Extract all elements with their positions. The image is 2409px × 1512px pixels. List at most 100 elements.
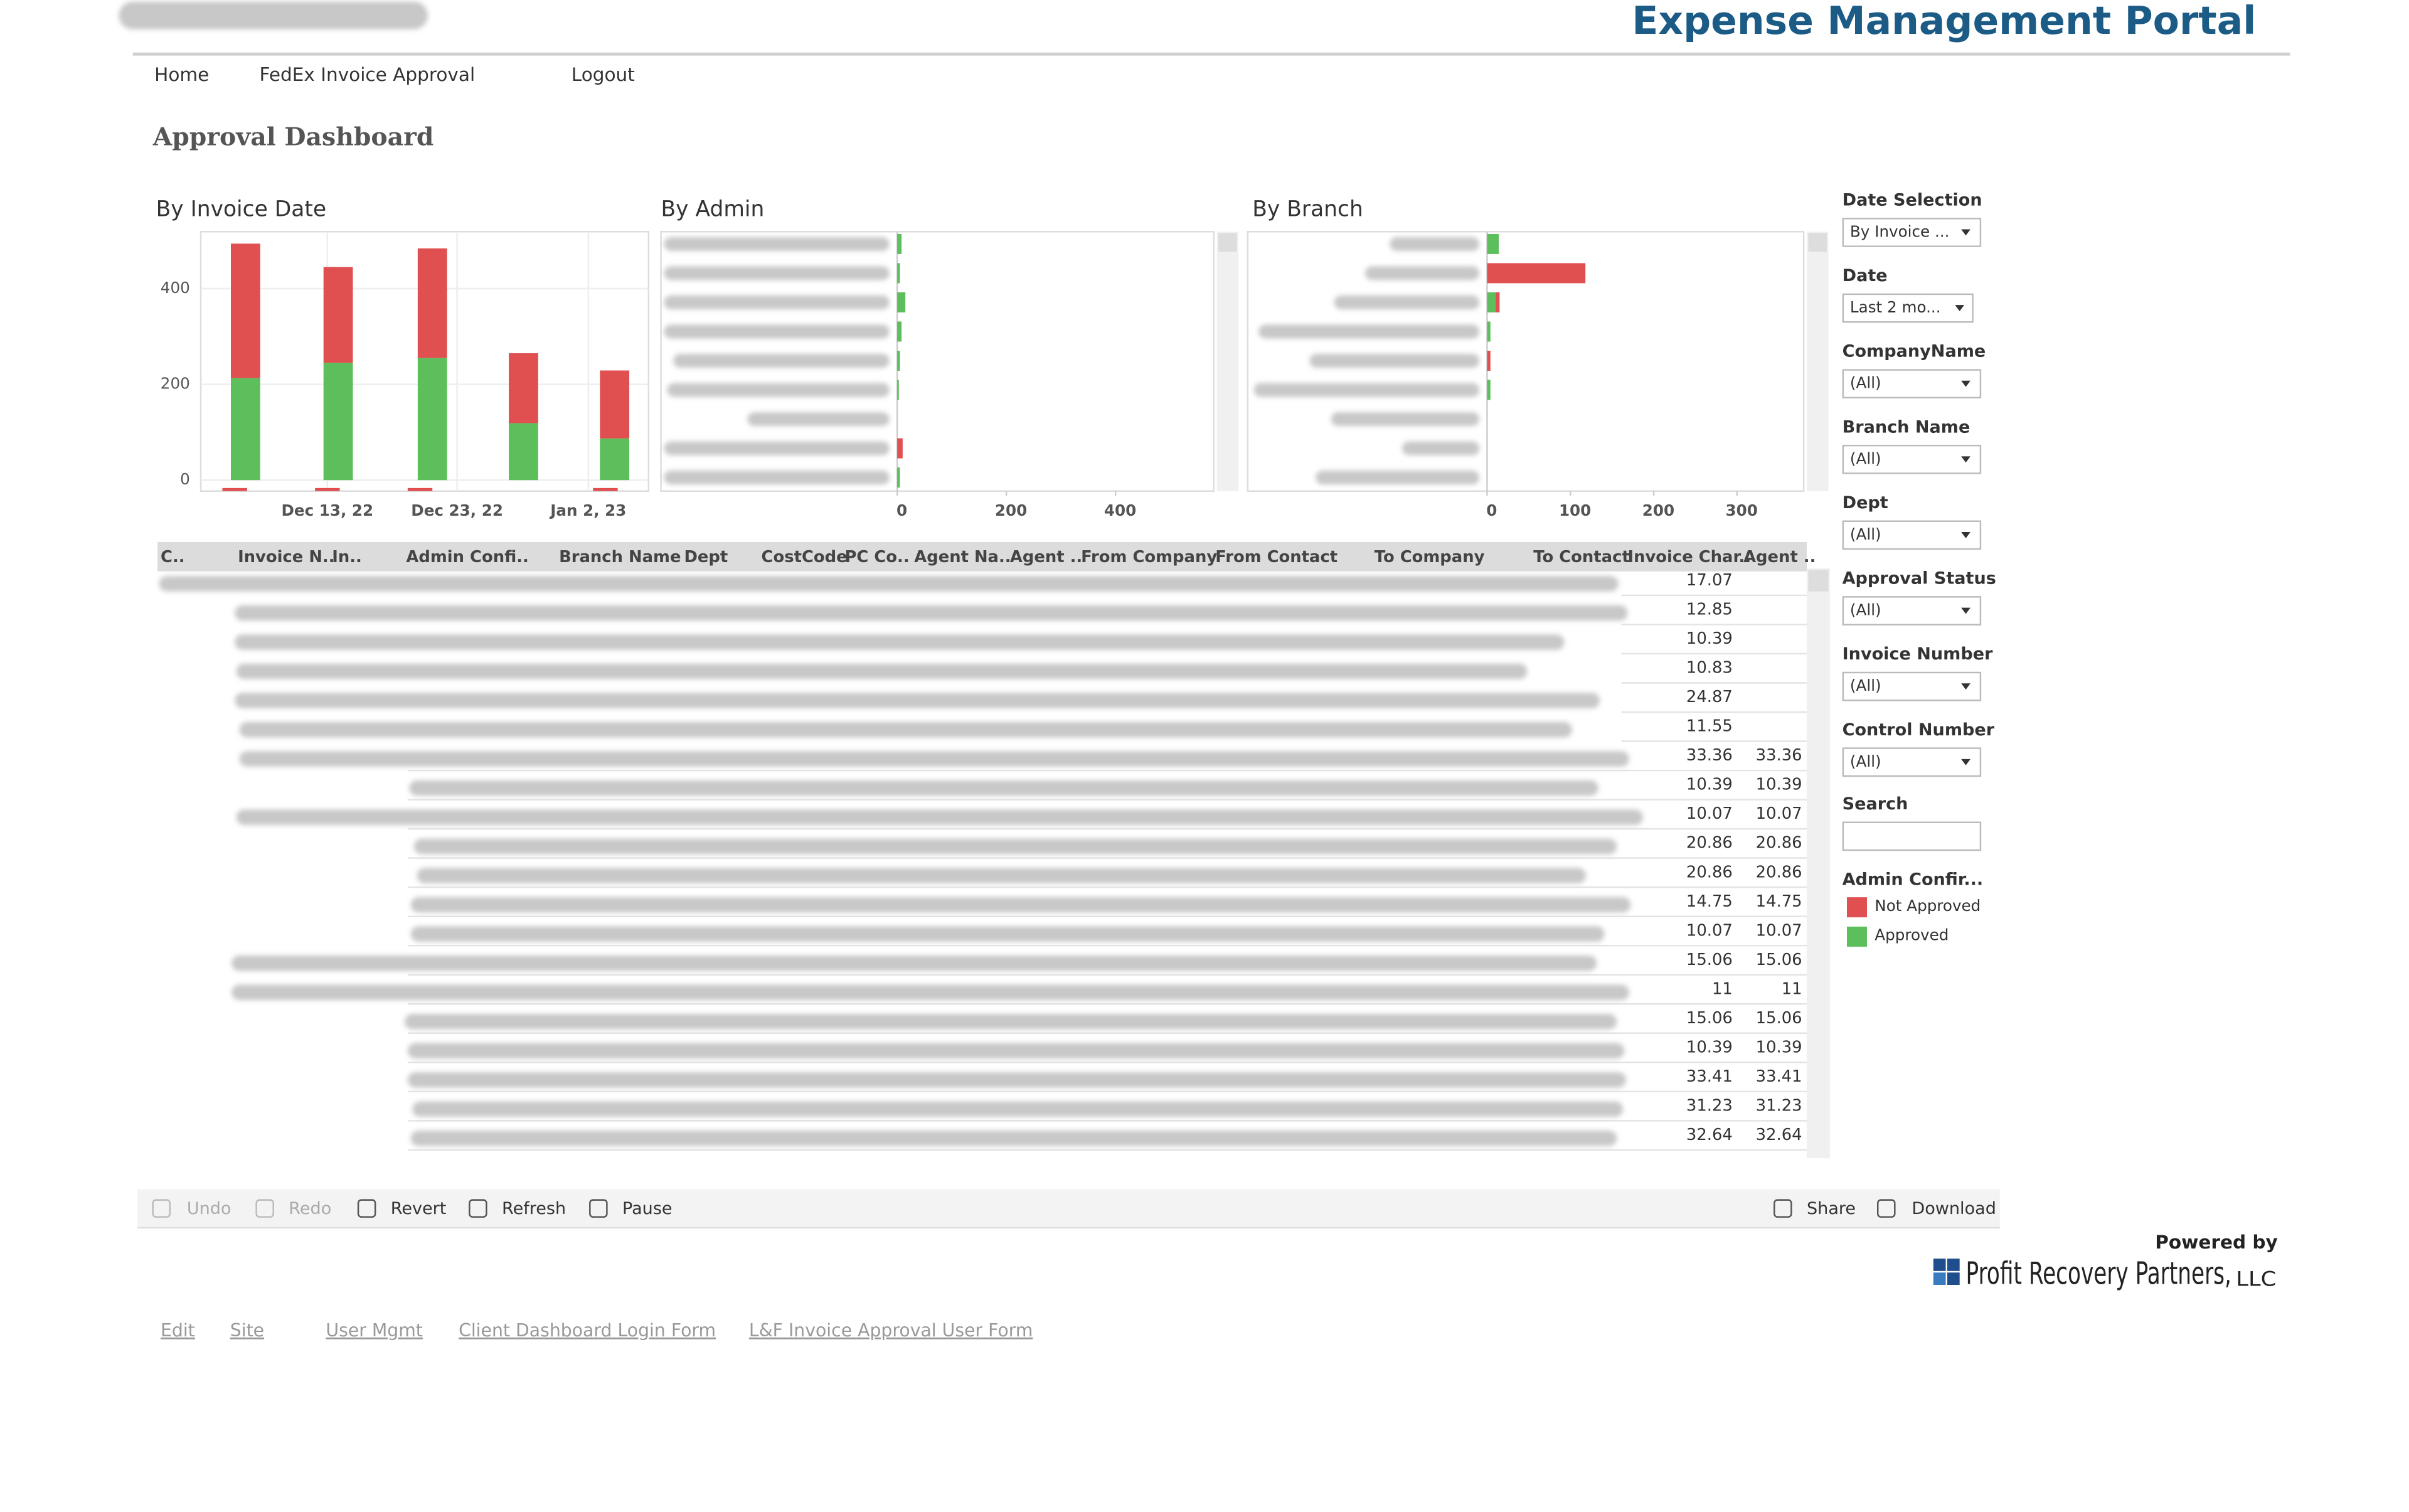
chart-title: By Invoice Date — [156, 196, 326, 221]
cell: 15.06 — [1756, 1009, 1802, 1028]
scrollbar — [1806, 232, 1829, 491]
logo-name: Profit Recovery Partners, — [1966, 1255, 2231, 1292]
filter-dropdown[interactable] — [1842, 218, 1982, 247]
x-tick-label: Dec 23, 22 — [411, 501, 503, 519]
footer-link[interactable]: Client Dashboard Login Form — [459, 1320, 716, 1341]
footer-link[interactable]: Edit — [161, 1320, 195, 1341]
legend-swatch — [1846, 897, 1867, 918]
bar-segment — [897, 467, 900, 488]
x-tick-label: 400 — [1104, 501, 1136, 519]
bar-segment — [509, 353, 538, 423]
toolbar-button[interactable]: Download — [1912, 1199, 1996, 1218]
column-header: C.. — [161, 548, 185, 567]
toolbar-icon — [152, 1199, 171, 1218]
cell: 11 — [1712, 979, 1733, 998]
filter-dropdown[interactable] — [1842, 520, 1982, 550]
bar-segment — [1487, 233, 1499, 254]
nav-link[interactable]: Home — [154, 64, 209, 85]
redacted-text — [410, 926, 1605, 942]
cell: 15.06 — [1756, 950, 1802, 969]
redacted-text — [159, 576, 1619, 592]
chart-title: By Branch — [1252, 196, 1363, 221]
filter-dropdown[interactable] — [1842, 596, 1982, 626]
page-title: Approval Dashboard — [152, 123, 434, 152]
footer-link[interactable]: Site — [230, 1320, 264, 1341]
toolbar-button[interactable]: Pause — [622, 1199, 673, 1218]
toolbar — [137, 1189, 2000, 1228]
footer-link[interactable]: User Mgmt — [326, 1320, 423, 1341]
x-tick-label: 100 — [1559, 501, 1591, 519]
nav-link[interactable]: FedEx Invoice Approval — [260, 64, 476, 85]
column-header: From Company — [1081, 548, 1217, 567]
filter-value: (All) — [1850, 525, 1881, 543]
redacted-text — [664, 266, 890, 280]
filter-value: (All) — [1850, 374, 1881, 392]
y-tick-label: 400 — [161, 279, 190, 297]
filter-dropdown[interactable] — [1842, 671, 1982, 701]
bar-segment — [897, 292, 906, 312]
dropdown-arrow — [1961, 607, 1970, 614]
column-header: Invoice N.. — [238, 548, 335, 567]
filter-label: Dept — [1843, 493, 1888, 513]
search-box[interactable] — [1842, 821, 1982, 851]
logo-mark — [1933, 1272, 1946, 1285]
filter-label: Approval Status — [1843, 569, 1996, 588]
filter-dropdown[interactable] — [1842, 747, 1982, 777]
cell: 24.87 — [1686, 688, 1733, 706]
x-tick-label: 200 — [1642, 501, 1674, 519]
redacted-text — [413, 838, 1617, 854]
logo-suffix: LLC — [2236, 1267, 2276, 1291]
redacted-text — [1258, 324, 1480, 339]
nav-link[interactable]: Logout — [572, 64, 635, 85]
cell: 20.86 — [1686, 834, 1733, 853]
cell: 12.85 — [1686, 600, 1733, 619]
bar-segment — [897, 233, 902, 254]
legend-label: Approved — [1875, 926, 1949, 944]
cell: 20.86 — [1756, 834, 1802, 853]
filter-dropdown[interactable] — [1842, 444, 1982, 474]
bar-segment — [897, 351, 900, 371]
redacted-text — [231, 984, 1629, 1001]
dropdown-arrow — [1955, 305, 1965, 311]
column-header: Invoice Char.. — [1627, 548, 1751, 567]
bar-segment — [1487, 351, 1491, 371]
tiny-bar — [407, 487, 433, 491]
toolbar-icon — [469, 1199, 487, 1218]
x-tick-label: Dec 13, 22 — [282, 501, 374, 519]
logo-mark — [1933, 1259, 1946, 1271]
y-tick-label: 200 — [161, 375, 190, 393]
redacted-text — [664, 441, 890, 455]
cell: 10.39 — [1756, 775, 1802, 794]
toolbar-icon — [255, 1199, 274, 1218]
toolbar-button[interactable]: Refresh — [502, 1199, 566, 1218]
redacted-text — [410, 897, 1631, 913]
footer-link[interactable]: L&F Invoice Approval User Form — [749, 1320, 1033, 1341]
legend-title: Admin Confir... — [1843, 870, 1984, 890]
redacted-text — [1364, 266, 1480, 280]
cell: 10.39 — [1686, 629, 1733, 648]
redacted-text — [1402, 441, 1480, 455]
redacted-text — [664, 471, 890, 485]
filter-label: Control Number — [1843, 720, 1995, 740]
filter-dropdown[interactable] — [1842, 369, 1982, 399]
redacted-text — [747, 412, 890, 427]
cell: 17.07 — [1686, 571, 1733, 590]
cell: 10.07 — [1686, 921, 1733, 940]
toolbar-icon — [589, 1199, 608, 1218]
filter-value: Last 2 mo... — [1850, 298, 1941, 316]
column-header: Branch Name — [559, 548, 681, 567]
y-tick-label: 0 — [180, 470, 190, 488]
filter-dropdown[interactable] — [1842, 293, 1974, 323]
column-header: CostCode — [762, 548, 848, 567]
column-header: To Company — [1375, 548, 1485, 567]
toolbar-button[interactable]: Share — [1807, 1199, 1856, 1218]
filter-value: (All) — [1850, 601, 1881, 619]
filter-label: Date Selection — [1843, 190, 1982, 210]
toolbar-button[interactable]: Revert — [391, 1199, 447, 1218]
cell: 33.36 — [1686, 746, 1733, 765]
cell: 15.06 — [1686, 1009, 1733, 1028]
dropdown-arrow — [1961, 229, 1970, 236]
cell: 10.83 — [1686, 659, 1733, 678]
